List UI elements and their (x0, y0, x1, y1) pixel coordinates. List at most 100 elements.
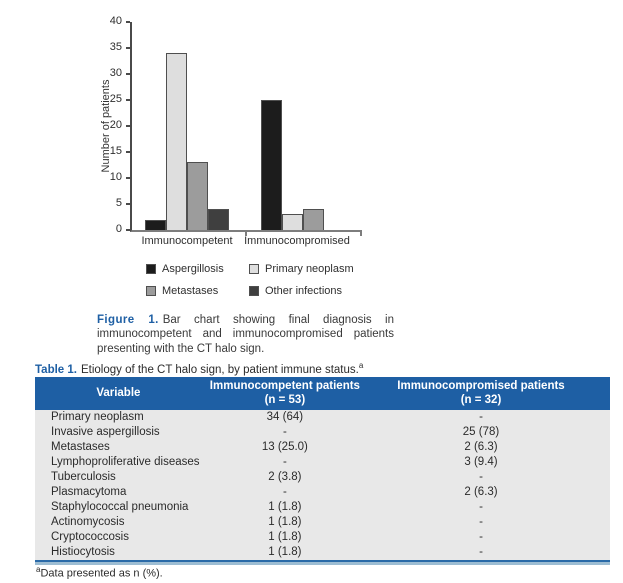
y-tick-label-35: 35 (109, 41, 122, 53)
y-tick-label-15: 15 (109, 145, 122, 157)
table-cell: - (380, 514, 610, 530)
legend-label: Metastases (162, 285, 219, 297)
table-cell: - (201, 454, 380, 470)
table-title-text: Etiology of the CT halo sign, by patient… (80, 363, 359, 376)
table-cell: - (201, 424, 380, 440)
table-row: Invasive aspergillosis -25 (78) (35, 424, 610, 440)
table-cell: - (380, 529, 610, 545)
table-footnote: aData presented as n (%). (36, 565, 163, 580)
y-tick-mark-40 (126, 21, 130, 23)
table-title-label: Table 1. (35, 363, 77, 376)
chart-legend: Aspergillosis Primary neoplasm Metastases O… (146, 263, 354, 297)
table-cell: - (380, 469, 610, 485)
y-tick-label-5: 5 (115, 197, 122, 209)
legend-label: Primary neoplasm (265, 263, 354, 275)
table-row: Primary neoplasm 34 (64) - (35, 409, 610, 425)
table-cell: 34 (64) (201, 409, 380, 425)
table-bottom-rule (35, 560, 610, 565)
legend-item-aspergillosis: Aspergillosis (146, 263, 249, 275)
y-tick-mark-15 (126, 151, 130, 153)
x-category-label-immunocompromised: Immunocompromised (244, 235, 350, 247)
legend-item-primary-neoplasm: Primary neoplasm (249, 263, 354, 275)
y-tick-mark-20 (126, 125, 130, 127)
figure-caption-text: Bar chart showing final diagnosis in imm… (97, 313, 394, 355)
bar-metastases-immunocompromised (303, 209, 324, 230)
x-category-label-immunocompetent: Immunocompetent (141, 235, 233, 247)
legend-swatch-icon (146, 264, 156, 274)
table-cell: Staphylococcal pneumonia (35, 499, 202, 515)
table-title: Table 1. Etiology of the CT halo sign, by… (35, 361, 363, 376)
table-header: Variable Immunocompetent patients (n = 53… (35, 377, 610, 410)
legend-swatch-icon (146, 286, 156, 296)
y-tick-mark-30 (126, 73, 130, 75)
bar-primary-neoplasm-immunocompetent (166, 53, 187, 230)
plot-area (130, 22, 362, 232)
footnote-superscript: a (36, 565, 41, 574)
y-tick-label-25: 25 (109, 93, 122, 105)
bar-metastases-immunocompetent (187, 162, 208, 230)
table-cell: - (380, 499, 610, 515)
table-cell: 2 (6.3) (380, 439, 610, 455)
table-cell: 2 (6.3) (380, 484, 610, 500)
etiology-table: Variable Immunocompetent patients (n = 53… (35, 377, 610, 560)
table-row: Lymphoproliferative diseases -3 (9.4) (35, 454, 610, 470)
legend-swatch-icon (249, 286, 259, 296)
table-row: Tuberculosis 2 (3.8) - (35, 469, 610, 485)
y-tick-mark-35 (126, 47, 130, 49)
table-title-superscript: a (358, 361, 364, 370)
y-tick-label-20: 20 (109, 119, 122, 131)
table-cell: Lymphoproliferative diseases (35, 454, 202, 470)
table-cell: 1 (1.8) (201, 529, 380, 545)
table-cell: Metastases (35, 439, 202, 455)
legend-item-metastases: Metastases (146, 285, 249, 297)
header-variable: Variable (35, 377, 202, 410)
x-tick-mark-0 (245, 232, 247, 236)
legend-item-other-infections: Other infections (249, 285, 354, 297)
table-cell: - (380, 544, 610, 560)
table-body: Primary neoplasm 34 (64) - Invasive aspergi… (35, 409, 610, 560)
table-row: Metastases 13 (25.0) 2 (6.3) (35, 439, 610, 455)
table-row: Staphylococcal pneumonia 1 (1.8) - (35, 499, 610, 515)
table-cell: Tuberculosis (35, 469, 202, 485)
table-cell: 1 (1.8) (201, 544, 380, 560)
bar-aspergillosis-immunocompetent (145, 220, 166, 230)
table-cell: 13 (25.0) (201, 439, 380, 455)
table-cell: Invasive aspergillosis (35, 424, 202, 440)
table-cell: 1 (1.8) (201, 499, 380, 515)
legend-label: Other infections (265, 285, 343, 297)
table-cell: Primary neoplasm (35, 409, 202, 425)
y-tick-label-40: 40 (109, 15, 122, 27)
table-cell: - (201, 484, 380, 500)
table-cell: Histiocytosis (35, 544, 202, 560)
figure-caption: Figure 1. Bar chart showing final diagnos… (97, 313, 394, 357)
y-tick-mark-5 (126, 203, 130, 205)
y-tick-mark-10 (126, 177, 130, 179)
table-row: Cryptococcosis 1 (1.8) - (35, 529, 610, 545)
x-tick-mark-1 (360, 232, 362, 236)
table-row: Actinomycosis 1 (1.8) - (35, 514, 610, 530)
table-row: Histiocytosis 1 (1.8) - (35, 544, 610, 560)
y-tick-mark-25 (126, 99, 130, 101)
y-tick-label-30: 30 (109, 67, 122, 79)
footnote-text: Data presented as n (%). (40, 567, 163, 580)
table-cell: Actinomycosis (35, 514, 202, 530)
y-tick-label-10: 10 (109, 171, 122, 183)
legend-swatch-icon (249, 264, 259, 274)
table-cell: 25 (78) (380, 424, 610, 440)
table-cell: 2 (3.8) (201, 469, 380, 485)
bar-primary-neoplasm-immunocompromised (282, 214, 303, 230)
figure-caption-label: Figure 1. (97, 313, 159, 326)
header-immunocompetent: Immunocompetent patients (n = 53) (201, 377, 380, 410)
legend-label: Aspergillosis (162, 263, 224, 275)
table-cell: Plasmacytoma (35, 484, 202, 500)
table-cell: - (380, 409, 610, 425)
table-cell: 3 (9.4) (380, 454, 610, 470)
table-cell: 1 (1.8) (201, 514, 380, 530)
table-row: Plasmacytoma -2 (6.3) (35, 484, 610, 500)
bar-aspergillosis-immunocompromised (261, 100, 282, 230)
y-tick-mark-0 (126, 229, 130, 231)
bar-other-infections-immunocompetent (208, 209, 229, 230)
header-immunocompromised: Immunocompromised patients (n = 32) (380, 377, 610, 410)
y-tick-label-0: 0 (115, 223, 122, 235)
